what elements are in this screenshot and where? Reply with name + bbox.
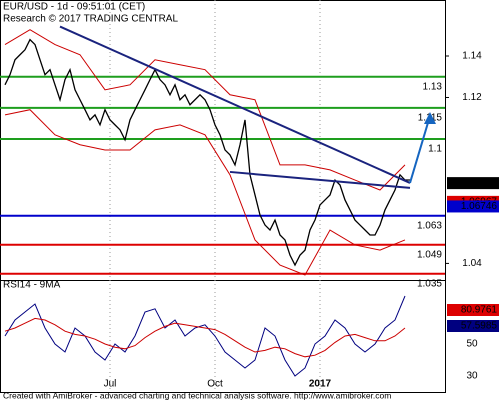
level-label: 1.063 bbox=[417, 220, 442, 231]
trend-line bbox=[409, 115, 431, 184]
price-box bbox=[447, 177, 499, 190]
y-tick-label: 1.04 bbox=[462, 258, 482, 269]
rsi-line bbox=[4, 295, 406, 377]
footer: Created with AmiBroker - advanced charti… bbox=[3, 390, 391, 400]
upper-band bbox=[4, 29, 406, 191]
chart-subtitle: Research © 2017 TRADING CENTRAL bbox=[3, 14, 178, 25]
chart-title: EUR/USD - 1d - 09:51:01 (CET) bbox=[3, 2, 145, 13]
x-tick-label: 2017 bbox=[309, 379, 332, 390]
lower-band bbox=[4, 109, 406, 276]
rsi-title: RSI14 - 9MA bbox=[3, 280, 61, 291]
price-line bbox=[4, 38, 410, 267]
arrow-head bbox=[424, 111, 436, 124]
price-box-label: 1.07871 bbox=[461, 178, 498, 189]
trend-line bbox=[229, 170, 411, 189]
level-label: 1.13 bbox=[423, 81, 443, 92]
rsi-box-label: 57.5985 bbox=[461, 321, 498, 332]
level-label: 1.1 bbox=[428, 144, 442, 155]
rsi-box bbox=[447, 304, 499, 316]
y-tick-label: 1.14 bbox=[462, 51, 482, 62]
trend-line bbox=[59, 25, 411, 184]
x-tick-label: Jul bbox=[104, 379, 117, 390]
rsi-tick-label: 30 bbox=[466, 371, 478, 382]
rsi-box-label: 80.9761 bbox=[461, 305, 498, 316]
level-label: 1.035 bbox=[417, 278, 442, 289]
rsi-line bbox=[4, 317, 406, 358]
rsi-panel bbox=[0, 280, 446, 393]
level-label: 1.049 bbox=[417, 249, 442, 260]
price-box bbox=[447, 200, 499, 213]
price-panel bbox=[0, 0, 446, 281]
price-box-label: 1.06746 bbox=[461, 201, 498, 212]
x-tick-label: Oct bbox=[207, 379, 223, 390]
rsi-box bbox=[447, 320, 499, 332]
rsi-tick-label: 50 bbox=[466, 339, 478, 350]
y-tick-label: 1.12 bbox=[462, 92, 482, 103]
